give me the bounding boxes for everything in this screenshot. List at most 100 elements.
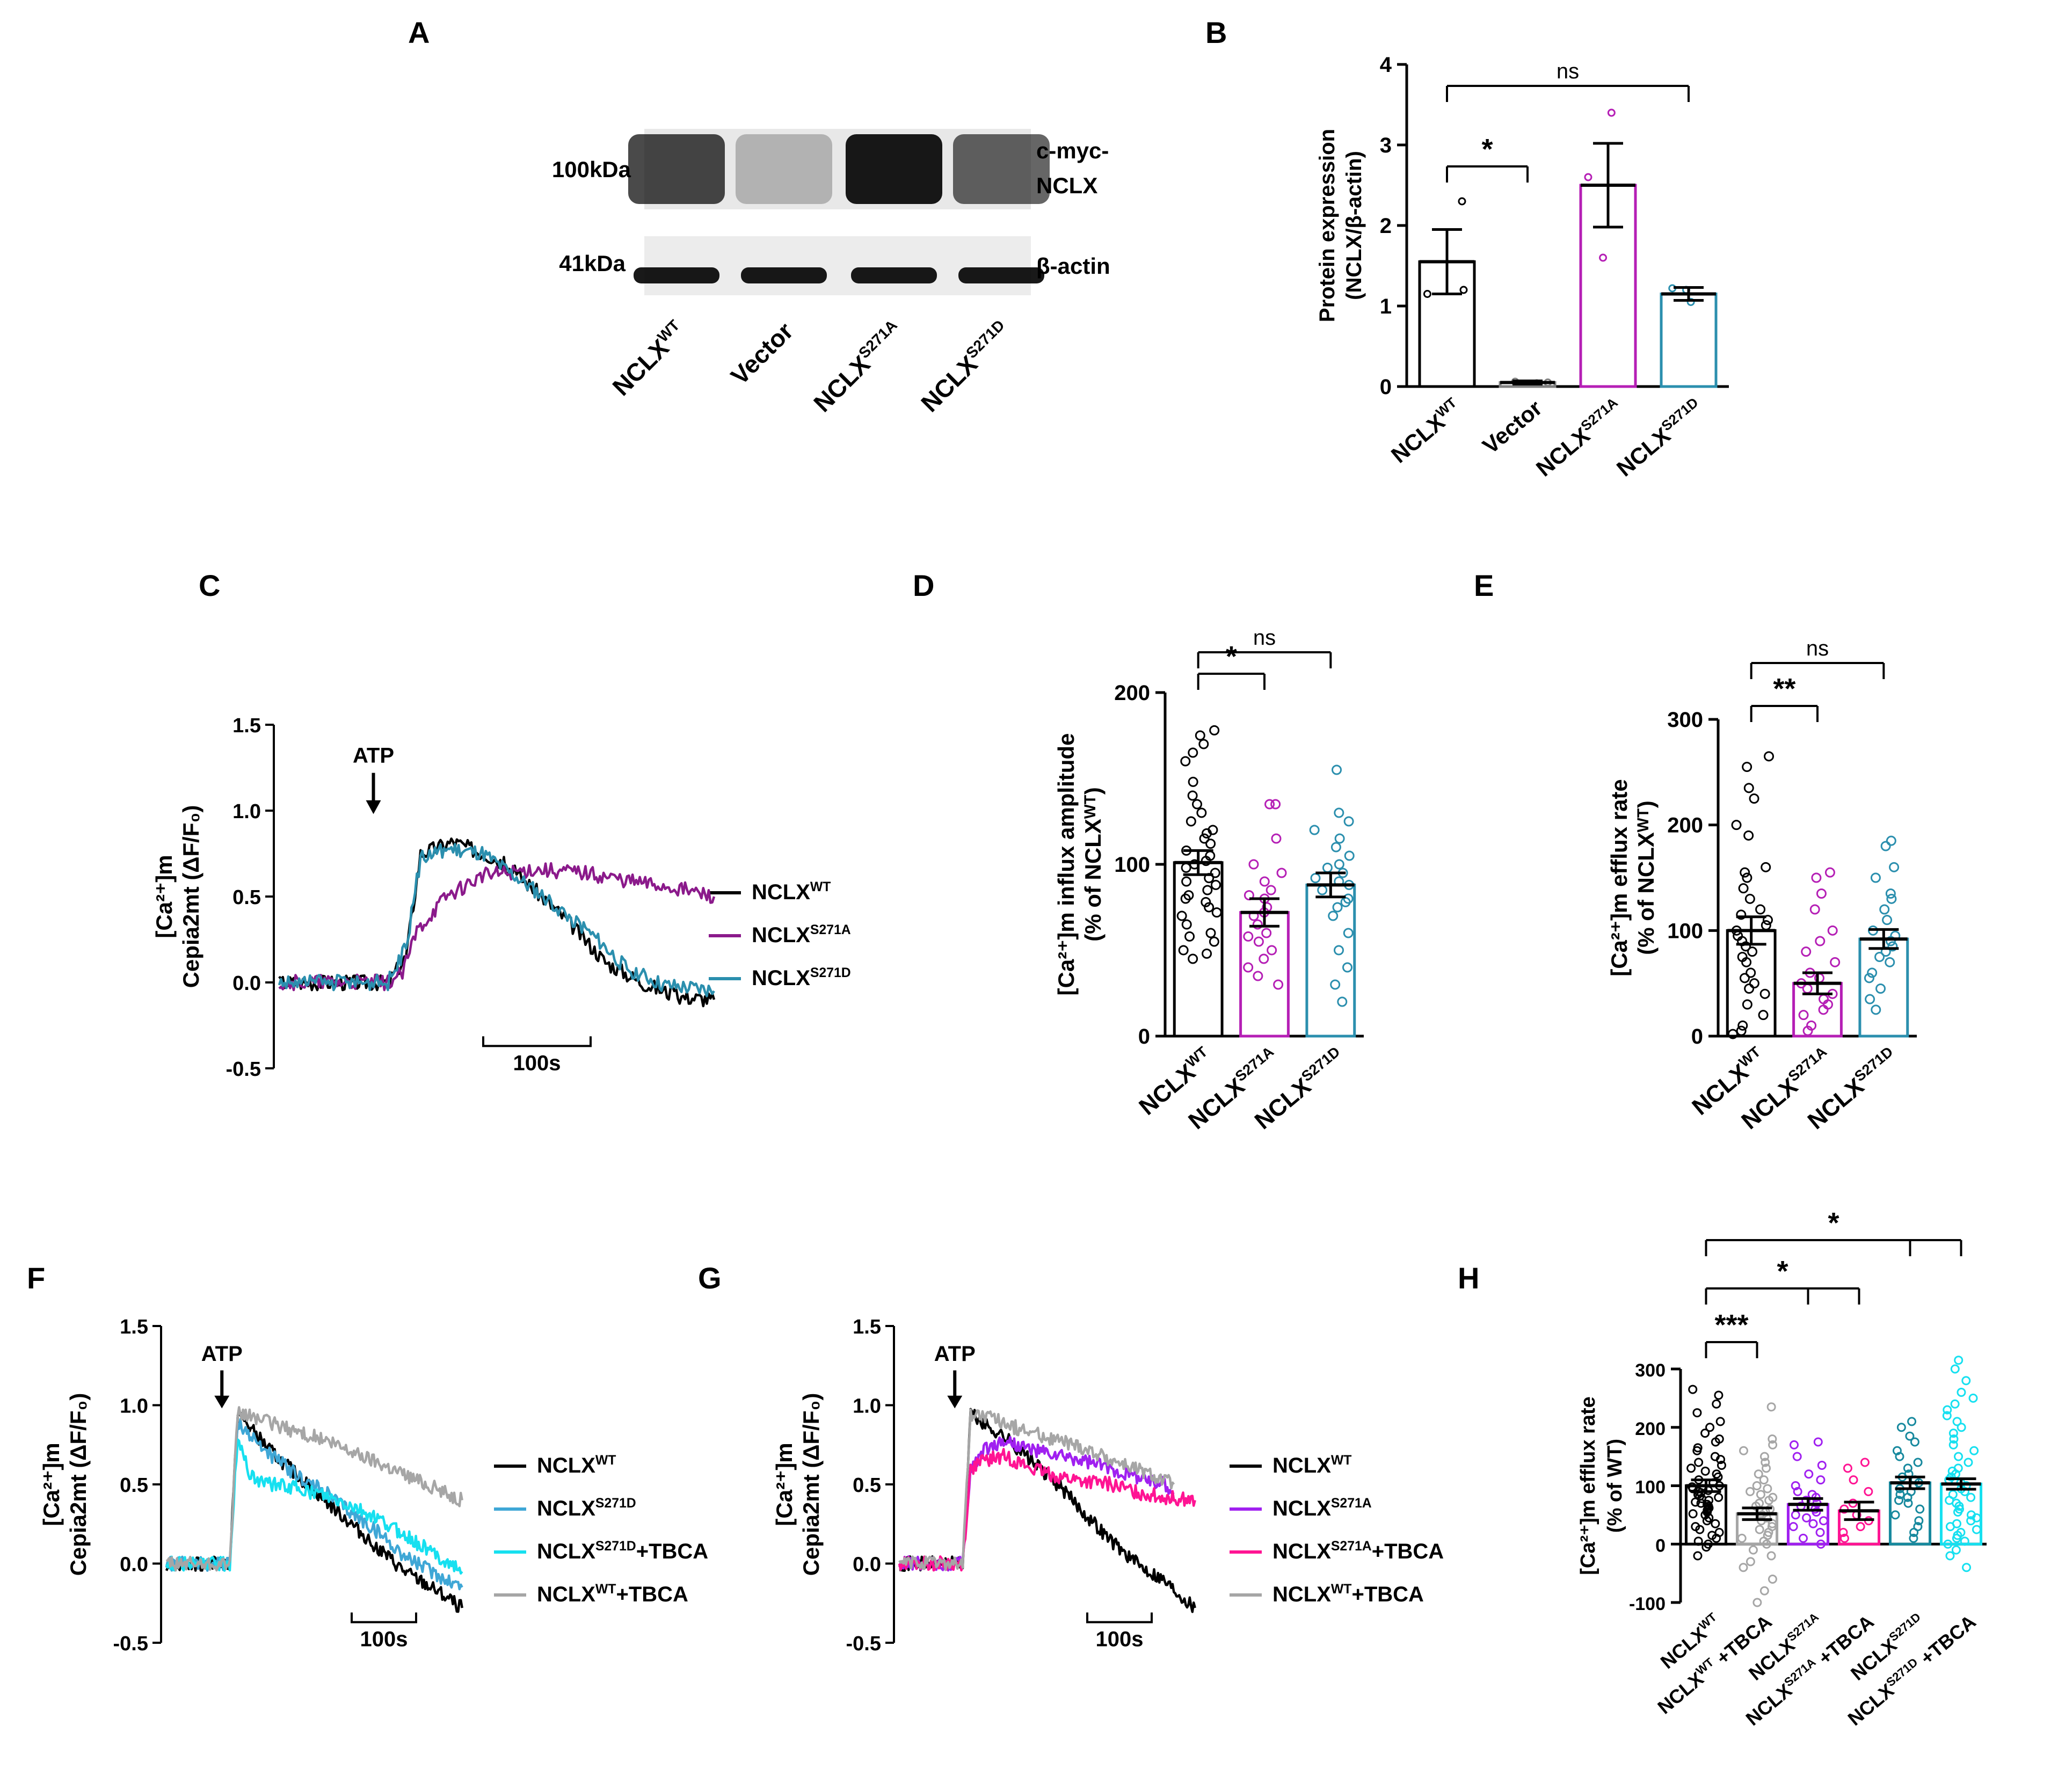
bar [1305,883,1356,1038]
data-point [1739,973,1750,984]
data-point [1686,298,1695,306]
trace-line [165,1411,463,1613]
blot-band-actin [741,267,827,283]
y-axis-label: [Ca²⁺]m [151,855,177,938]
chart-F: -0.5 0.0 0.5 1.0 1.5 [Ca²⁺]m Cepia2mt (ΔF/F₀) A… [39,1316,708,1655]
data-point [1950,1364,1960,1374]
data-point [1815,1528,1825,1537]
data-point [1768,1575,1777,1584]
legend-label-sup: S271A [810,923,851,937]
data-point [1952,1533,1961,1543]
y-tick-label: 2 [1380,214,1392,238]
data-point [1181,862,1191,873]
panel-label-C: C [199,569,220,602]
data-point [1188,776,1198,787]
data-point [1755,904,1766,915]
data-point [1792,1452,1802,1461]
y-tick-label: 300 [1635,1360,1666,1381]
data-point [1839,1504,1849,1514]
y-axis-label: [Ca²⁺]m efflux rate [1606,779,1632,977]
blot-lane-label: Vector [725,317,798,390]
chart-E: 0100200300NCLXWTNCLXS271ANCLXS271D[Ca²⁺]… [1606,637,1917,1134]
data-point [1688,1385,1698,1394]
blot-band-nclx [846,134,942,204]
data-point [1714,1492,1724,1502]
data-point [1188,747,1198,758]
data-point [1812,1507,1821,1517]
legend-label-base: NCLX [1272,1583,1331,1606]
data-point [1762,1539,1771,1549]
y-tick-label: 0.5 [853,1474,881,1497]
panel-label-B: B [1205,16,1227,49]
data-point [1180,756,1191,767]
data-point [1271,833,1282,844]
data-point [1895,1490,1905,1499]
data-point [1205,839,1216,849]
data-point [1334,807,1344,818]
data-point [1332,902,1343,913]
y-tick-label: 3 [1380,134,1392,157]
data-point [1252,919,1263,930]
blot-lane-label-base: Vector [725,317,798,390]
legend-label: NCLXWT+TBCA [1272,1582,1424,1606]
legend-label-base: NCLX [537,1583,595,1606]
data-point [1742,762,1752,772]
legend-label: NCLXS271A [1272,1496,1372,1520]
data-point [1180,893,1191,904]
data-point [1761,862,1771,872]
data-point [1330,979,1341,990]
data-point [1907,1417,1917,1426]
data-point [1886,835,1896,846]
data-point [1259,876,1270,887]
time-scale-bar [482,1036,592,1047]
data-point [1739,1563,1748,1572]
data-point [1867,967,1878,978]
category-label-sup: S271A [1577,394,1620,434]
data-point [1789,1440,1799,1449]
mw-label-100kda: 100kDa [552,157,631,182]
significance-label: * [1777,1255,1788,1287]
data-point [1248,859,1259,870]
blot-actin-membrane [644,236,1031,295]
legend-label-suffix: +TBCA [1351,1583,1423,1606]
data-point [1957,1388,1966,1397]
y-tick-label: -100 [1629,1594,1666,1614]
data-point [1711,1437,1720,1447]
band-label-beta-actin: β-actin [1036,253,1110,279]
data-point [1856,1522,1865,1532]
data-point [1344,850,1355,861]
blot-band-actin [851,267,937,283]
data-point [1887,941,1898,952]
data-point [1768,1434,1777,1444]
data-point [1692,1408,1702,1418]
data-point [1243,931,1254,942]
category-label-sup: S271A [1785,1610,1821,1644]
y-tick-label: 1.0 [232,800,261,823]
data-point [1184,931,1195,942]
data-point [1696,1498,1706,1508]
data-point [1882,915,1893,926]
data-point [1817,1460,1827,1470]
y-tick-label: 1.5 [853,1316,881,1338]
data-point [1758,1010,1769,1021]
y-tick-label: 100 [1667,919,1703,943]
legend-label: NCLXWT [752,880,831,904]
data-point [1945,1551,1955,1561]
data-point [1966,1516,1976,1526]
data-point [1459,286,1468,294]
data-point [1948,1429,1958,1438]
blot-band-actin [958,267,1044,283]
data-point [1309,825,1320,835]
legend-label-suffix: +TBCA [636,1540,708,1563]
data-point [1802,1025,1813,1036]
panel-label-A: A [408,16,430,49]
significance-label: ns [1253,626,1276,650]
data-point [1761,1458,1770,1467]
time-scale-bar [351,1612,417,1623]
category-label-sup: S271D [1658,394,1701,434]
data-point [1693,1536,1703,1546]
y-tick-label: 0 [1138,1025,1150,1048]
legend-label-sup: S271A [1331,1496,1372,1511]
